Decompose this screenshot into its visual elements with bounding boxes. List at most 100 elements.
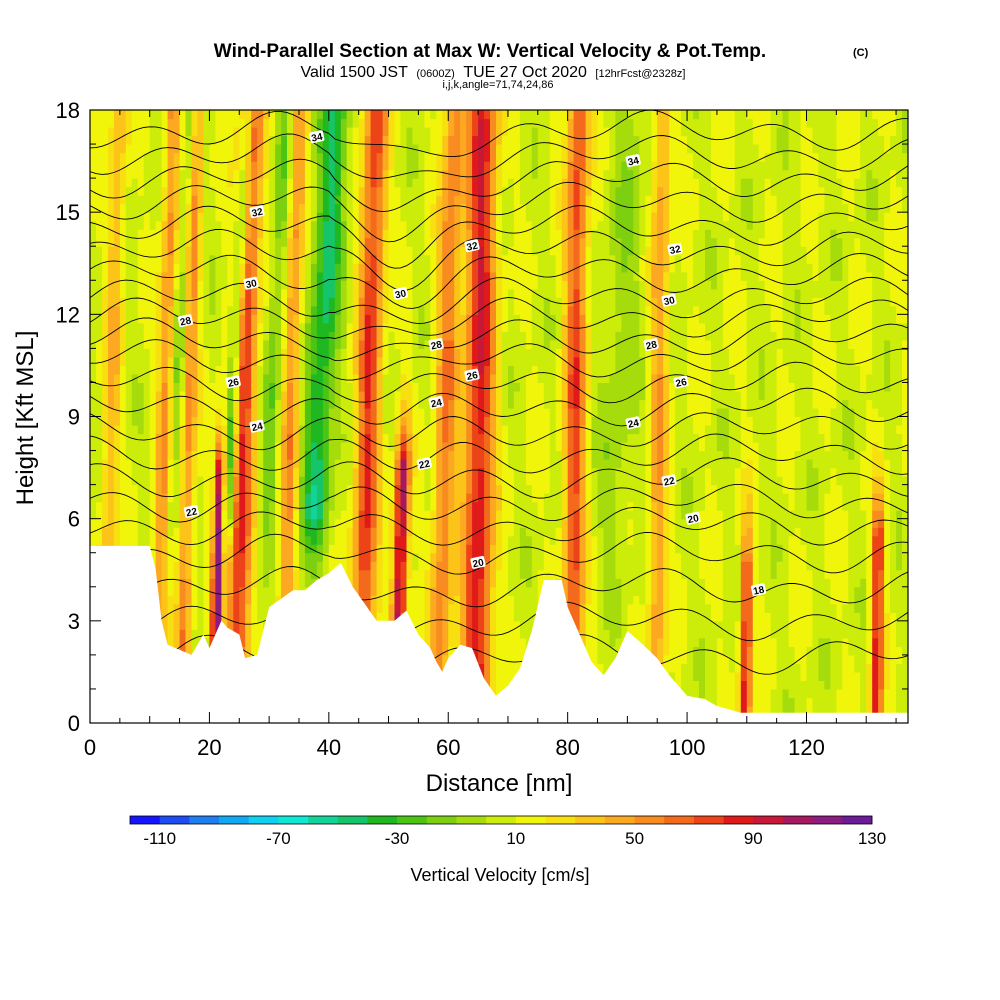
field-cell	[275, 348, 282, 358]
field-cell	[328, 127, 336, 137]
field-cell	[125, 450, 133, 460]
field-cell	[119, 297, 127, 307]
field-cell	[119, 263, 127, 273]
field-cell	[358, 186, 366, 196]
field-cell	[322, 127, 330, 137]
field-cell	[346, 493, 354, 503]
field-cell	[203, 467, 210, 477]
field-cell	[269, 408, 276, 418]
field-cell	[424, 561, 431, 571]
field-cell	[436, 288, 443, 298]
field-cell	[161, 203, 169, 213]
field-cell	[418, 314, 425, 324]
field-cell	[376, 442, 384, 452]
field-cell	[436, 246, 443, 256]
field-cell	[173, 297, 181, 307]
field-cell	[328, 356, 336, 366]
field-cell	[287, 399, 294, 409]
field-cell	[418, 220, 425, 230]
field-cell	[275, 322, 282, 332]
field-cell	[340, 322, 348, 332]
field-cell	[239, 620, 246, 630]
field-cell	[430, 169, 437, 179]
field-cell	[358, 561, 366, 571]
field-cell	[233, 356, 240, 366]
field-cell	[430, 305, 437, 315]
field-cell	[143, 280, 151, 290]
field-cell	[107, 348, 115, 358]
forecast-info: [12hrFcst@2328z]	[595, 68, 685, 80]
field-cell	[358, 416, 366, 426]
field-cell	[436, 322, 443, 332]
field-cell	[275, 595, 282, 605]
field-cell	[460, 527, 467, 537]
field-cell	[352, 544, 360, 554]
field-cell	[484, 382, 491, 392]
field-cell	[346, 339, 354, 349]
field-cell	[382, 467, 390, 477]
field-cell	[448, 229, 455, 239]
field-cell	[233, 254, 240, 264]
field-cell	[179, 118, 187, 128]
copyright-mark: (C)	[853, 47, 869, 59]
field-cell	[388, 178, 396, 188]
field-cell	[155, 569, 163, 579]
field-cell	[358, 527, 366, 537]
field-cell	[125, 118, 133, 128]
field-cell	[352, 425, 360, 435]
field-cell	[364, 178, 372, 188]
field-cell	[263, 331, 270, 341]
field-cell	[191, 195, 199, 205]
field-cell	[328, 433, 336, 443]
field-cell	[448, 322, 455, 332]
field-cell	[239, 433, 246, 443]
field-cell	[137, 178, 145, 188]
field-cell	[406, 510, 414, 520]
field-cell	[227, 297, 234, 307]
field-cell	[322, 212, 330, 222]
field-cell	[346, 186, 354, 196]
field-cell	[101, 416, 109, 426]
field-cell	[299, 425, 306, 435]
field-cell	[424, 305, 431, 315]
field-cell	[107, 373, 115, 383]
field-cell	[221, 263, 228, 273]
field-cell	[281, 203, 288, 213]
field-cell	[173, 365, 181, 375]
field-cell	[430, 603, 437, 613]
field-cell	[215, 263, 222, 273]
field-cell	[454, 629, 461, 639]
field-cell	[191, 186, 199, 196]
field-cell	[496, 552, 503, 562]
field-cell	[173, 280, 181, 290]
field-cell	[346, 195, 354, 205]
field-cell	[96, 203, 103, 213]
field-cell	[293, 280, 300, 290]
field-cell	[394, 356, 402, 366]
field-cell	[490, 671, 497, 681]
field-cell	[293, 348, 300, 358]
field-cell	[484, 586, 491, 596]
field-cell	[322, 118, 330, 128]
field-cell	[478, 220, 485, 230]
field-cell	[376, 220, 384, 230]
field-cell	[167, 118, 175, 128]
field-cell	[96, 110, 103, 120]
field-cell	[161, 348, 169, 358]
field-cell	[287, 501, 294, 511]
field-cell	[394, 280, 402, 290]
field-cell	[143, 220, 151, 230]
field-cell	[245, 203, 252, 213]
field-cell	[107, 382, 115, 392]
field-cell	[167, 246, 175, 256]
field-cell	[310, 459, 318, 469]
field-cell	[131, 365, 139, 375]
field-cell	[221, 288, 228, 298]
field-cell	[460, 561, 467, 571]
field-cell	[161, 254, 169, 264]
field-cell	[125, 212, 133, 222]
field-cell	[197, 586, 205, 596]
field-cell	[322, 416, 330, 426]
field-cell	[137, 305, 145, 315]
field-cell	[346, 356, 354, 366]
